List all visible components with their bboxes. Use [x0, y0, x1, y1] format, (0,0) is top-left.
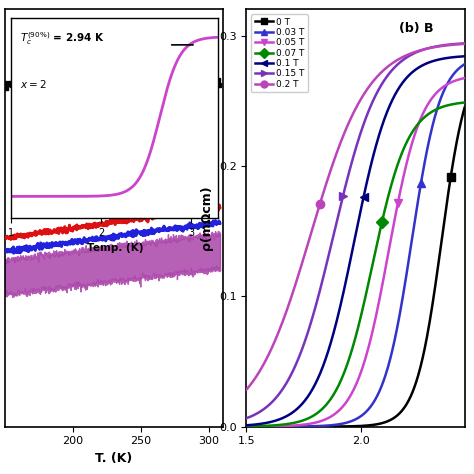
Text: (b) B: (b) B — [399, 22, 434, 35]
X-axis label: T. (K): T. (K) — [95, 452, 132, 465]
Y-axis label: ρ(mΩcm): ρ(mΩcm) — [201, 186, 213, 250]
Legend: 0 T, 0.03 T, 0.05 T, 0.07 T, 0.1 T, 0.15 T, 0.2 T: 0 T, 0.03 T, 0.05 T, 0.07 T, 0.1 T, 0.15… — [251, 14, 308, 92]
